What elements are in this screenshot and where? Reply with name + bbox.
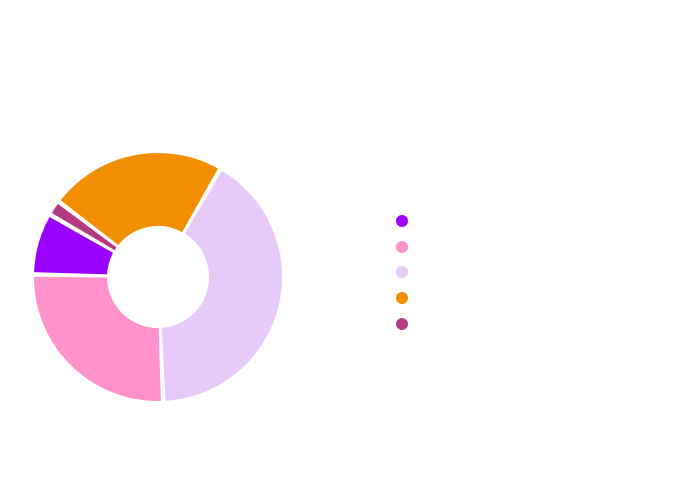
legend-swatch-icon (396, 318, 408, 331)
legend-swatch-icon (396, 266, 408, 279)
chart-legend (396, 208, 656, 337)
donut-slice-1 (32, 214, 116, 277)
legend-swatch-icon (396, 240, 408, 253)
donut-slice-5 (49, 201, 119, 253)
legend-item-5 (396, 311, 656, 337)
legend-item-4 (396, 285, 656, 311)
donut-slice-2 (32, 274, 163, 403)
legend-swatch-icon (396, 214, 408, 227)
legend-item-1 (396, 208, 656, 234)
donut-slice-3 (159, 168, 284, 403)
donut-slice-4 (58, 151, 221, 248)
legend-swatch-icon (396, 292, 408, 305)
legend-item-3 (396, 260, 656, 286)
legend-item-2 (396, 234, 656, 260)
